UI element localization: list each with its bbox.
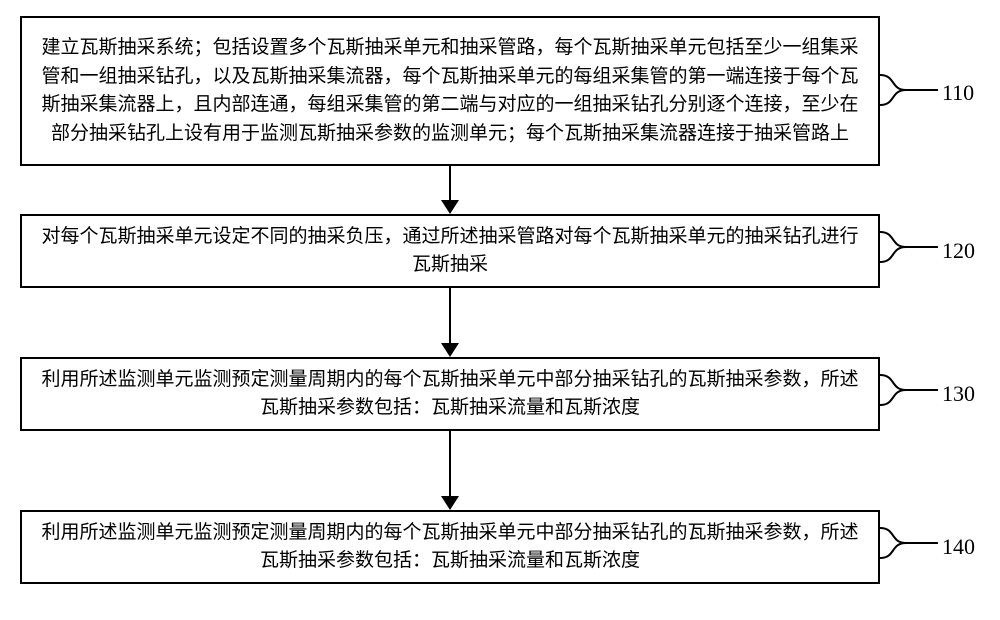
- bracket-110: [880, 75, 938, 110]
- bracket-130: [880, 375, 938, 410]
- step-label-120: 120: [942, 238, 975, 264]
- arrow-130-140: [441, 431, 459, 515]
- step-text: 建立瓦斯抽采系统；包括设置多个瓦斯抽采单元和抽采管路，每个瓦斯抽采单元包括至少一…: [36, 34, 864, 148]
- arrow-120-130: [441, 288, 459, 362]
- step-text: 对每个瓦斯抽采单元设定不同的抽采负压，通过所述抽采管路对每个瓦斯抽采单元的抽采钻…: [36, 223, 864, 280]
- step-box-140: 利用所述监测单元监测预定测量周期内的每个瓦斯抽采单元中部分抽采钻孔的瓦斯抽采参数…: [20, 510, 880, 584]
- step-box-110: 建立瓦斯抽采系统；包括设置多个瓦斯抽采单元和抽采管路，每个瓦斯抽采单元包括至少一…: [20, 16, 880, 166]
- step-label-130: 130: [942, 381, 975, 407]
- step-box-120: 对每个瓦斯抽采单元设定不同的抽采负压，通过所述抽采管路对每个瓦斯抽采单元的抽采钻…: [20, 214, 880, 288]
- bracket-140: [880, 528, 938, 563]
- arrow-110-120: [441, 166, 459, 219]
- step-label-140: 140: [942, 534, 975, 560]
- step-text: 利用所述监测单元监测预定测量周期内的每个瓦斯抽采单元中部分抽采钻孔的瓦斯抽采参数…: [36, 366, 864, 423]
- step-text: 利用所述监测单元监测预定测量周期内的每个瓦斯抽采单元中部分抽采钻孔的瓦斯抽采参数…: [36, 519, 864, 576]
- flowchart-canvas: 建立瓦斯抽采系统；包括设置多个瓦斯抽采单元和抽采管路，每个瓦斯抽采单元包括至少一…: [0, 0, 1000, 620]
- bracket-120: [880, 232, 938, 267]
- step-box-130: 利用所述监测单元监测预定测量周期内的每个瓦斯抽采单元中部分抽采钻孔的瓦斯抽采参数…: [20, 357, 880, 431]
- step-label-110: 110: [942, 80, 974, 106]
